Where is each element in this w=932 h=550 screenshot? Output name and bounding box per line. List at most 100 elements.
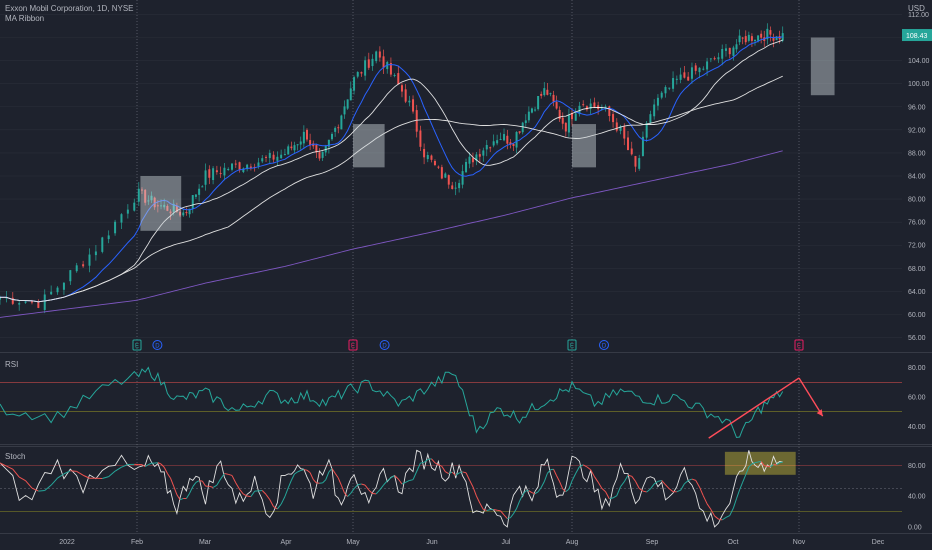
stoch-d-segment xyxy=(702,495,708,505)
stoch-d-segment xyxy=(553,469,558,476)
stoch-d-segment xyxy=(157,462,162,465)
stoch-d-segment xyxy=(340,485,345,494)
stoch-d-segment xyxy=(779,461,783,464)
stoch-d-segment xyxy=(568,480,573,490)
stoch-d-segment xyxy=(754,461,759,464)
stoch-d-segment xyxy=(312,479,317,484)
candle-body xyxy=(137,188,140,202)
stoch-d-segment xyxy=(616,486,621,496)
candle-body xyxy=(188,208,191,215)
candle-body xyxy=(433,160,436,166)
ma-line-10 xyxy=(0,36,783,303)
stoch-d-segment xyxy=(390,475,395,479)
stoch-d-segment xyxy=(718,518,723,521)
stoch-d-segment xyxy=(284,487,289,497)
candle-body xyxy=(312,143,315,147)
candle-body xyxy=(404,89,407,102)
candle-body xyxy=(367,59,370,68)
candle-body xyxy=(56,287,59,293)
stoch-d-segment xyxy=(176,494,181,501)
stoch-d-segment xyxy=(601,487,606,493)
candle-body xyxy=(627,137,629,151)
candle-body xyxy=(331,133,334,140)
price-highlight-box xyxy=(140,176,182,231)
stoch-d-segment xyxy=(776,462,780,466)
ma-line-50 xyxy=(0,75,783,303)
candle-body xyxy=(299,141,302,145)
candle-body xyxy=(571,113,573,120)
stoch-d-segment xyxy=(306,469,311,474)
candle-body xyxy=(664,87,667,94)
x-axis-month-label: Jun xyxy=(426,539,437,546)
candle-body xyxy=(561,117,564,124)
stoch-d-segment xyxy=(38,490,45,492)
event-badge-label: E xyxy=(135,344,139,350)
candle-body xyxy=(272,154,275,160)
last-price-tag xyxy=(902,29,932,42)
stoch-d-segment xyxy=(559,481,564,490)
stoch-d-segment xyxy=(605,491,610,500)
candle-body xyxy=(615,122,618,131)
stoch-d-segment xyxy=(612,495,618,499)
candle-body xyxy=(204,170,207,185)
candle-body xyxy=(757,35,760,41)
price-axis-tick: 100.00 xyxy=(908,81,930,88)
candle-body xyxy=(82,264,85,267)
stoch-d-segment xyxy=(586,466,591,471)
stoch-d-segment xyxy=(70,470,77,472)
x-axis-month-label: May xyxy=(346,539,360,546)
stoch-d-segment xyxy=(721,517,727,521)
candle-body xyxy=(364,60,367,76)
candle-body xyxy=(219,173,222,175)
x-axis-month-label: Nov xyxy=(793,539,806,546)
candle-body xyxy=(454,187,457,189)
stoch-d-segment xyxy=(445,471,450,475)
candle-body xyxy=(343,106,346,115)
price-highlight-box xyxy=(810,37,835,96)
price-axis-tick: 92.00 xyxy=(908,127,926,134)
candle-body xyxy=(458,183,461,189)
stoch-d-segment xyxy=(368,489,373,494)
stoch-d-segment xyxy=(247,495,251,498)
stoch-d-segment xyxy=(631,475,636,482)
x-axis-month-label: Apr xyxy=(281,539,293,546)
stoch-d-segment xyxy=(710,509,716,517)
stoch-d-segment xyxy=(322,479,327,484)
candle-body xyxy=(423,148,426,158)
candle-body xyxy=(337,127,340,129)
stoch-d-segment xyxy=(401,481,406,485)
dividend-badge xyxy=(599,340,609,350)
stoch-d-segment xyxy=(44,484,52,491)
stoch-d-segment xyxy=(309,472,314,480)
candle-body xyxy=(182,212,185,216)
stoch-d-segment xyxy=(748,463,753,468)
stoch-d-segment xyxy=(344,492,349,497)
candle-body xyxy=(653,104,656,117)
candle-body xyxy=(283,154,286,156)
stoch-d-segment xyxy=(350,488,355,494)
stoch-d-segment xyxy=(579,464,584,468)
candle-body xyxy=(215,170,218,173)
stoch-d-segment xyxy=(597,481,603,489)
candle-body xyxy=(619,126,622,131)
stoch-d-segment xyxy=(212,484,218,488)
stoch-d-segment xyxy=(649,483,655,490)
rsi-line xyxy=(0,366,784,439)
dividend-badge xyxy=(379,340,390,350)
rsi-pane-title: RSI xyxy=(5,360,19,369)
candle-body xyxy=(582,104,585,106)
stoch-d-segment xyxy=(297,470,301,473)
stoch-d-segment xyxy=(209,485,214,488)
stoch-d-segment xyxy=(757,460,762,463)
candle-body xyxy=(349,88,352,101)
candle-body xyxy=(668,87,671,89)
candle-body xyxy=(578,105,581,115)
stoch-d-segment xyxy=(144,464,149,467)
candle-body xyxy=(175,205,178,212)
candle-body xyxy=(503,134,506,141)
candle-body xyxy=(386,62,389,70)
stoch-d-segment xyxy=(546,469,551,474)
candle-body xyxy=(549,93,552,95)
candle-body xyxy=(257,162,260,167)
